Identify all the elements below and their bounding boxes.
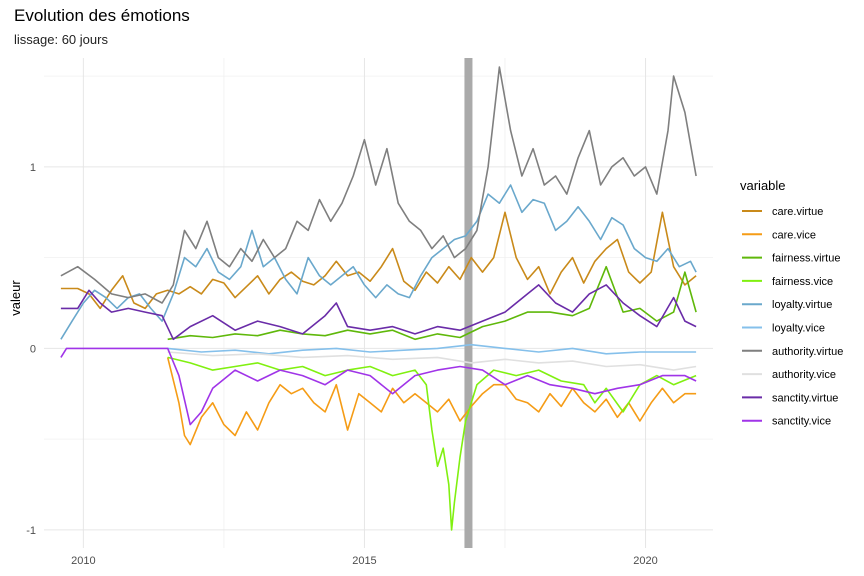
- series-line-sanctity-vice: [60, 347, 697, 426]
- x-tick-label: 2020: [633, 555, 657, 567]
- y-axis-title: valeur: [8, 280, 23, 316]
- legend: variable care.virtue care.vice fairness.vi…: [740, 178, 843, 428]
- series-line-fairness-virtue: [167, 265, 697, 341]
- series-line-sanctity-virtue: [60, 284, 697, 341]
- annotation-band: [464, 58, 473, 548]
- x-tick-label: 2015: [352, 555, 376, 567]
- y-tick-label: 0: [30, 343, 36, 355]
- legend-title: variable: [740, 178, 786, 193]
- legend-label: sanctity.vice: [772, 416, 831, 428]
- series-line-care-virtue: [60, 211, 697, 310]
- legend-label: authority.virtue: [772, 346, 843, 358]
- series-lines: [60, 66, 697, 531]
- legend-label: care.vice: [772, 229, 816, 241]
- series-line-authority-vice: [167, 351, 697, 371]
- gridlines: [44, 58, 713, 548]
- axes: -1 0 1 2010 2015 2020: [26, 162, 658, 567]
- legend-label: fairness.virtue: [772, 253, 840, 265]
- legend-label: loyalty.virtue: [772, 299, 832, 311]
- legend-label: authority.vice: [772, 369, 836, 381]
- x-tick-label: 2010: [71, 555, 95, 567]
- series-line-loyalty-virtue: [60, 184, 697, 340]
- y-tick-label: 1: [30, 162, 36, 174]
- legend-label: loyalty.vice: [772, 323, 825, 335]
- legend-label: sanctity.virtue: [772, 392, 838, 404]
- vertical-band: [464, 58, 473, 548]
- legend-label: care.virtue: [772, 206, 823, 218]
- series-line-authority-virtue: [60, 66, 697, 304]
- series-line-fairness-vice: [167, 356, 697, 531]
- chart-title: Evolution des émotions: [14, 6, 190, 25]
- series-line-care-vice: [166, 357, 697, 446]
- chart-subtitle: lissage: 60 jours: [14, 32, 108, 47]
- legend-label: fairness.vice: [772, 276, 833, 288]
- y-tick-label: -1: [26, 525, 36, 537]
- series-line-loyalty-vice: [167, 343, 697, 355]
